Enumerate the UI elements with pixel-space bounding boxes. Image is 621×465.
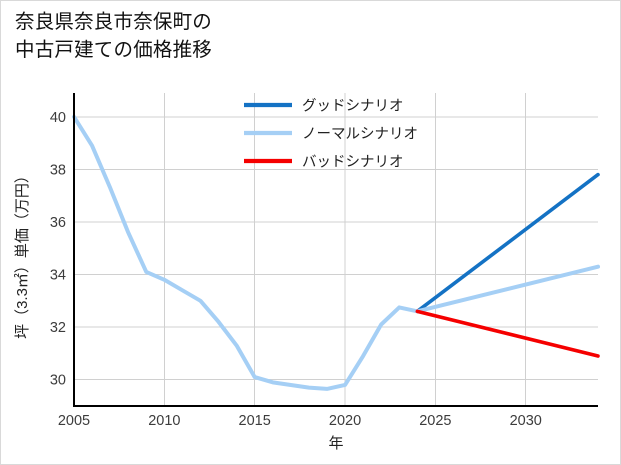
x-tick-label: 2015 [239,413,271,429]
y-tick-label: 30 [50,373,66,389]
y-tick-label: 40 [50,110,66,126]
x-tick-label: 2025 [419,413,451,429]
x-tick-label: 2020 [329,413,361,429]
legend-label-good: グッドシナリオ [302,98,404,115]
y-tick-label: 34 [50,268,66,284]
x-tick-label: 2030 [510,413,542,429]
x-tick-label: 2005 [58,413,90,429]
y-axis-tick-labels: 30 32 34 36 38 40 [50,110,66,389]
vertical-gridlines [73,93,527,406]
x-axis-tick-labels: 2005 2010 2015 2020 2025 2030 [58,413,542,429]
legend-label-normal: ノーマルシナリオ [302,127,418,143]
y-tick-label: 32 [50,320,66,336]
x-axis-title: 年 [328,435,343,452]
series-line-normal [72,114,600,391]
y-tick-label: 38 [50,162,66,178]
legend-label-bad: バッドシナリオ [302,155,404,171]
x-tick-label: 2010 [148,413,180,429]
y-axis-title: 坪（3.3㎡）単価（万円） [14,168,31,339]
axis-spines [72,93,598,408]
horizontal-gridlines [74,116,598,381]
series-line-bad [415,309,600,358]
chart-title: 奈良県奈良市奈保町の 中古戸建ての価格推移 [15,11,213,61]
series-line-good [415,172,600,314]
series-layer [72,114,600,391]
y-tick-label: 36 [50,215,66,231]
